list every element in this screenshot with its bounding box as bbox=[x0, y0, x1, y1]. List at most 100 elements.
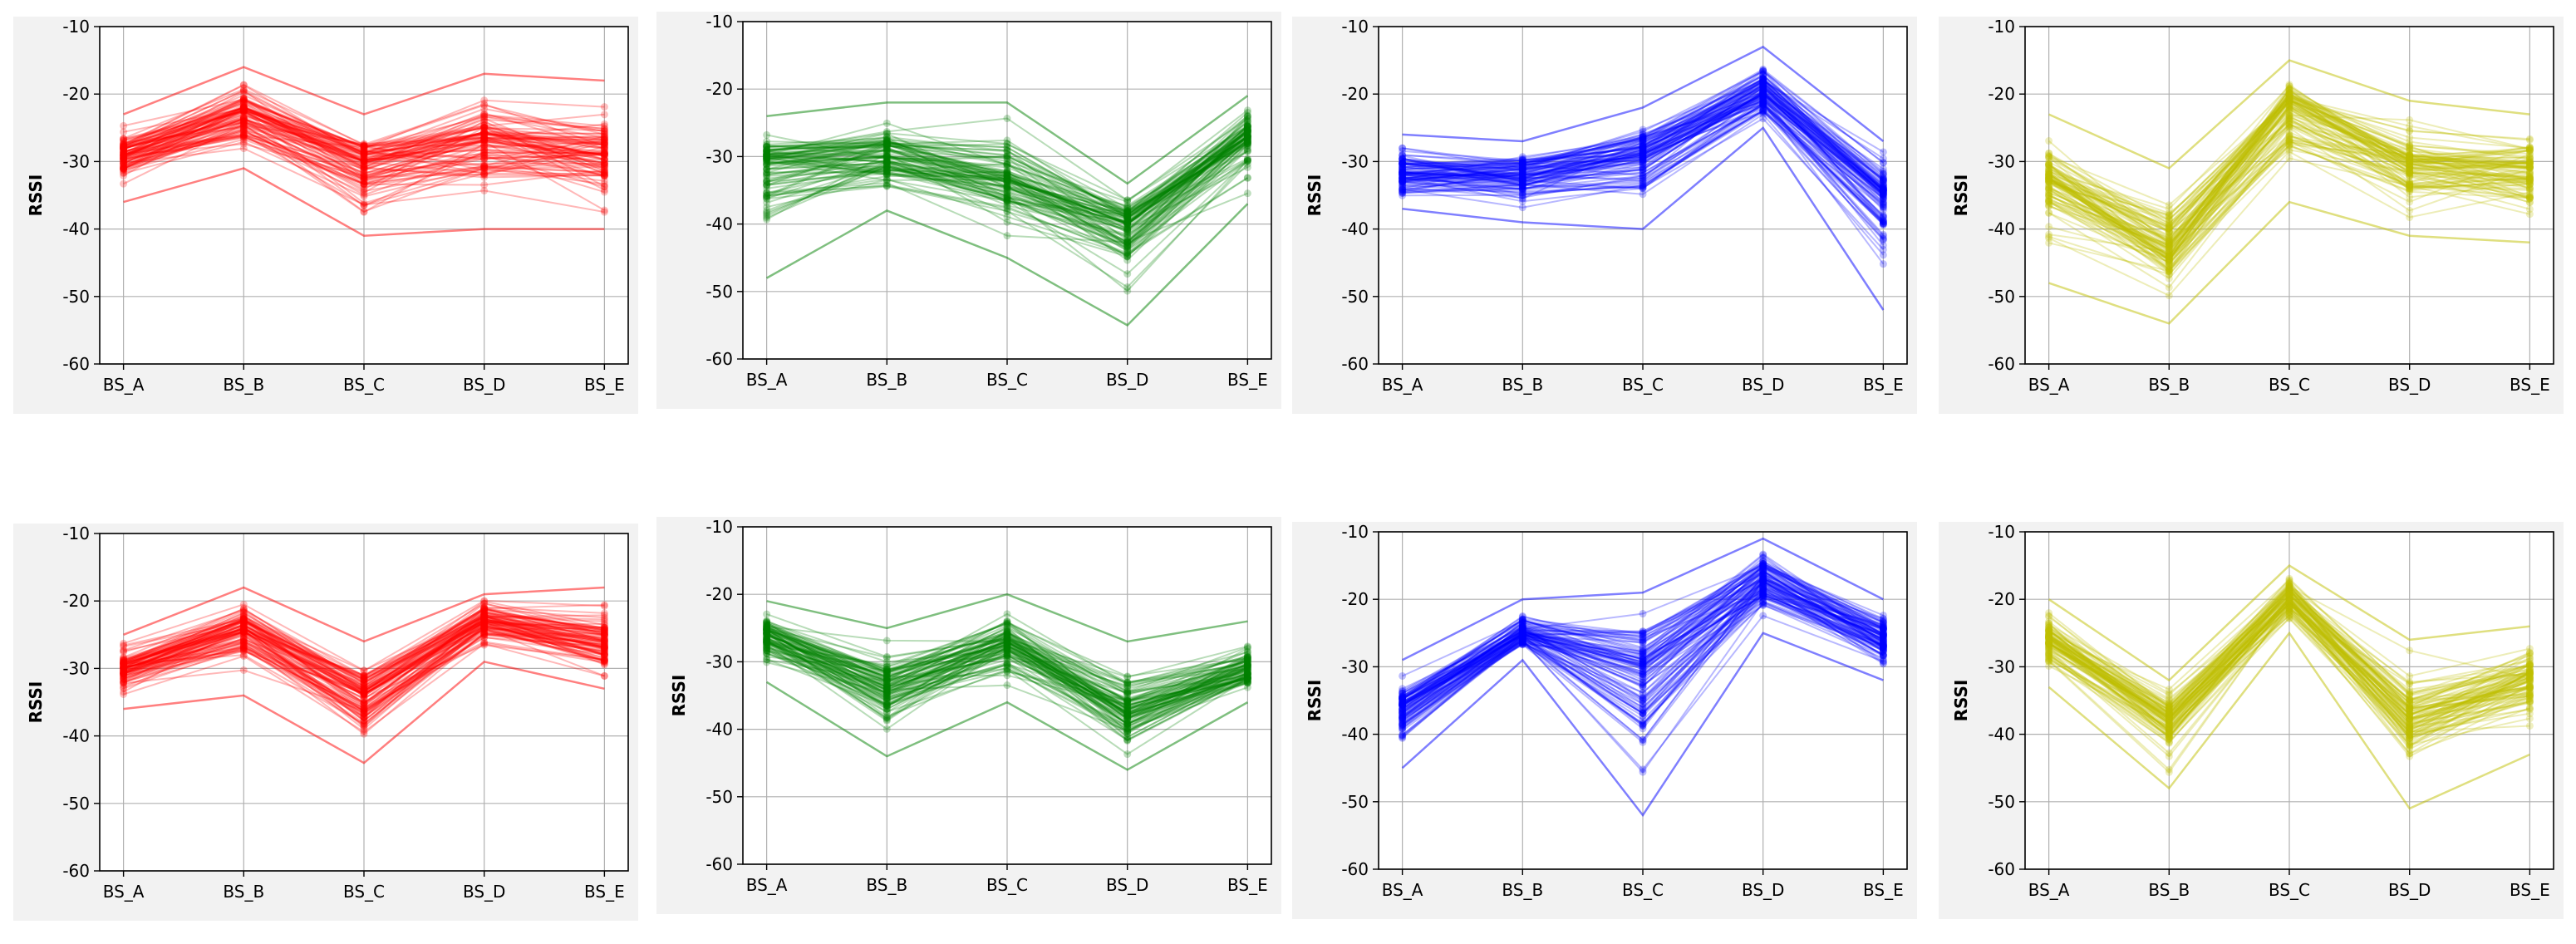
data-point bbox=[882, 163, 891, 171]
data-point bbox=[2285, 94, 2293, 102]
data-point bbox=[1123, 708, 1132, 716]
data-point bbox=[2406, 695, 2414, 703]
series-line bbox=[1402, 593, 1884, 717]
series-line bbox=[2048, 116, 2530, 260]
y-tick-label: -40 bbox=[705, 720, 733, 740]
data-point bbox=[120, 142, 128, 150]
data-point bbox=[239, 107, 248, 116]
data-point bbox=[2285, 94, 2293, 102]
data-point bbox=[1003, 651, 1011, 659]
data-point bbox=[600, 155, 608, 164]
series-line bbox=[766, 647, 1248, 741]
x-tick-label: BS_E bbox=[2510, 880, 2550, 900]
data-point bbox=[120, 144, 128, 152]
data-point bbox=[2285, 91, 2293, 99]
data-point bbox=[1639, 645, 1647, 653]
series-line bbox=[1402, 90, 1884, 180]
data-point bbox=[1399, 179, 1407, 187]
data-point bbox=[1399, 686, 1407, 695]
data-point bbox=[1123, 710, 1132, 719]
data-point bbox=[600, 601, 608, 609]
data-point bbox=[2045, 650, 2053, 658]
series-line bbox=[766, 642, 1248, 715]
data-point bbox=[1003, 181, 1011, 189]
series-line bbox=[766, 149, 1249, 258]
data-point bbox=[600, 654, 608, 662]
series-line bbox=[1401, 585, 1884, 736]
data-point bbox=[882, 703, 891, 711]
data-point bbox=[600, 651, 608, 659]
data-point bbox=[882, 140, 891, 148]
data-point bbox=[1518, 625, 1526, 633]
data-point bbox=[120, 135, 128, 143]
data-point bbox=[882, 701, 891, 710]
data-point bbox=[1399, 720, 1407, 729]
data-point bbox=[1518, 189, 1526, 197]
series-line bbox=[2048, 92, 2530, 234]
data-point bbox=[239, 642, 248, 650]
data-point bbox=[239, 631, 248, 639]
data-point bbox=[1879, 611, 1887, 619]
series-line bbox=[2048, 591, 2530, 740]
y-tick-label: -10 bbox=[62, 524, 90, 543]
data-point bbox=[1243, 669, 1251, 677]
data-point bbox=[120, 154, 128, 162]
data-point bbox=[1243, 120, 1251, 129]
data-point bbox=[1639, 142, 1647, 150]
data-point bbox=[1879, 183, 1887, 191]
data-point bbox=[120, 165, 128, 173]
data-point bbox=[763, 627, 771, 635]
data-point bbox=[1399, 698, 1407, 706]
data-point bbox=[763, 152, 771, 160]
data-point bbox=[2045, 652, 2053, 661]
data-point bbox=[763, 619, 771, 627]
data-point bbox=[1879, 219, 1887, 228]
data-point bbox=[1639, 142, 1647, 150]
data-point bbox=[480, 624, 489, 632]
data-point bbox=[2165, 728, 2173, 736]
data-point bbox=[120, 141, 128, 150]
data-point bbox=[239, 637, 248, 645]
data-point bbox=[1003, 155, 1011, 163]
data-point bbox=[2045, 185, 2053, 194]
data-point bbox=[239, 107, 248, 116]
data-point bbox=[1639, 736, 1647, 745]
data-point bbox=[239, 96, 248, 104]
data-point bbox=[1243, 139, 1251, 147]
data-point bbox=[1518, 184, 1526, 192]
data-point bbox=[1399, 144, 1407, 152]
data-point bbox=[1759, 592, 1767, 601]
data-point bbox=[1003, 627, 1011, 636]
series-line bbox=[766, 158, 1248, 246]
data-point bbox=[882, 661, 891, 669]
data-point bbox=[2045, 621, 2053, 629]
data-point bbox=[239, 633, 248, 642]
data-point bbox=[360, 730, 368, 738]
data-point bbox=[1399, 163, 1407, 171]
data-point bbox=[2406, 153, 2414, 161]
series-line bbox=[123, 599, 605, 672]
data-point bbox=[1518, 637, 1526, 645]
data-point bbox=[480, 128, 489, 136]
series-line bbox=[1401, 578, 1884, 719]
series-line bbox=[123, 103, 605, 170]
data-point bbox=[2285, 587, 2293, 595]
series-line bbox=[766, 147, 1249, 248]
data-point bbox=[1003, 161, 1011, 170]
data-point bbox=[2285, 142, 2293, 150]
data-point bbox=[2045, 175, 2053, 183]
y-tick-label: -30 bbox=[705, 651, 733, 671]
data-point bbox=[600, 140, 608, 149]
data-point bbox=[2045, 627, 2053, 636]
data-point bbox=[882, 133, 891, 141]
y-axis-label: RSSI bbox=[1951, 175, 1971, 217]
data-point bbox=[882, 701, 891, 709]
data-point bbox=[2285, 101, 2293, 109]
data-point bbox=[1243, 661, 1251, 670]
data-point bbox=[1243, 123, 1251, 131]
data-point bbox=[1759, 571, 1767, 579]
data-point bbox=[1399, 155, 1407, 164]
data-point bbox=[239, 99, 248, 107]
data-point bbox=[1879, 189, 1887, 197]
data-point bbox=[600, 125, 608, 133]
